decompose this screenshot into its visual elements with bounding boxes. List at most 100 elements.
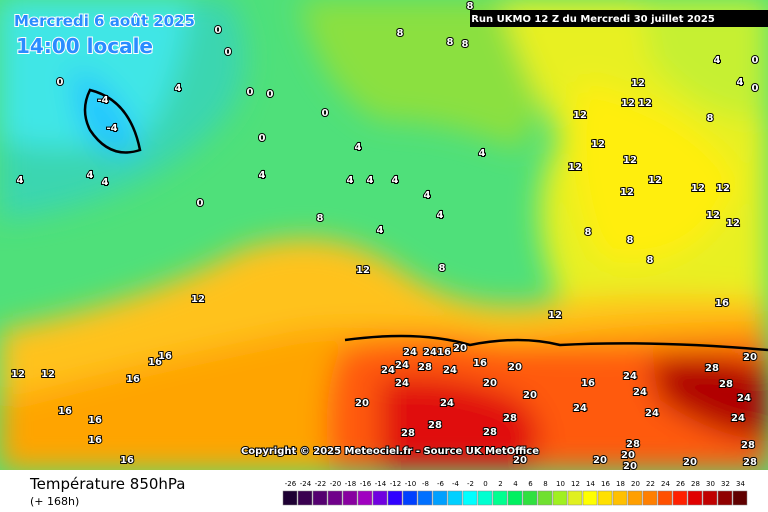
- scale-swatch: [477, 490, 493, 506]
- contour-label: 4: [87, 170, 94, 181]
- contour-label: 12: [638, 98, 652, 109]
- contour-label: 16: [120, 455, 134, 466]
- contour-label: 20: [483, 378, 497, 389]
- contour-label: 4: [347, 175, 354, 186]
- contour-label: 28: [626, 439, 640, 450]
- scale-label: -14: [375, 480, 387, 488]
- contour-label: 8: [447, 37, 454, 48]
- scale-label: 34: [736, 480, 745, 488]
- contour-label: 12: [648, 175, 662, 186]
- contour-label: 16: [437, 347, 451, 358]
- contour-label: 0: [57, 77, 64, 88]
- contour-label: 4: [102, 177, 109, 188]
- scale-label: 20: [631, 480, 640, 488]
- contour-label: 0: [752, 83, 759, 94]
- scale-swatch: [402, 490, 418, 506]
- local-time: 14:00 locale: [16, 34, 153, 58]
- contour-label: 0: [247, 87, 254, 98]
- scale-label: 8: [543, 480, 547, 488]
- scale-swatch: [387, 490, 403, 506]
- contour-label: 4: [259, 170, 266, 181]
- contour-label: 28: [483, 427, 497, 438]
- contour-label: 28: [719, 379, 733, 390]
- contour-label: 12: [620, 187, 634, 198]
- lead-time: (+ 168h): [30, 495, 79, 508]
- scale-swatch: [447, 490, 463, 506]
- scale-swatch: [342, 490, 358, 506]
- contour-label: 24: [381, 365, 395, 376]
- contour-label: 16: [126, 374, 140, 385]
- scale-label: 22: [646, 480, 655, 488]
- scale-label: -22: [315, 480, 326, 488]
- run-banner: [470, 10, 768, 27]
- scale-swatch: [612, 490, 628, 506]
- contour-label: 24: [623, 371, 637, 382]
- scale-label: -26: [285, 480, 297, 488]
- scale-swatch: [537, 490, 553, 506]
- contour-label: 20: [355, 398, 369, 409]
- scale-label: 28: [691, 480, 700, 488]
- contour-label: 8: [462, 39, 469, 50]
- contour-label: 24: [395, 360, 409, 371]
- contour-label: 12: [591, 139, 605, 150]
- contour-label: 28: [741, 440, 755, 451]
- scale-swatch: [282, 490, 298, 506]
- contour-label: 24: [645, 408, 659, 419]
- scale-label: -20: [330, 480, 341, 488]
- contour-label: 16: [581, 378, 595, 389]
- scale-label: 14: [586, 480, 595, 488]
- scale-swatch: [492, 490, 508, 506]
- scale-swatch: [327, 490, 343, 506]
- contour-label: 20: [523, 390, 537, 401]
- contour-label: 0: [215, 25, 222, 36]
- scale-swatch: [642, 490, 658, 506]
- run-info: Run UKMO 12 Z du Mercredi 30 juillet 202…: [471, 14, 715, 25]
- scale-swatch: [627, 490, 643, 506]
- contour-label: 4: [737, 77, 744, 88]
- scale-swatch: [417, 490, 433, 506]
- contour-label: 12: [621, 98, 635, 109]
- contour-label: 4: [367, 175, 374, 186]
- contour-label: 20: [623, 461, 637, 472]
- contour-label: 4: [714, 55, 721, 66]
- scale-label: 24: [661, 480, 670, 488]
- scale-label: 0: [483, 480, 487, 488]
- contour-label: -4: [97, 95, 108, 106]
- scale-label: 2: [498, 480, 502, 488]
- contour-label: 20: [743, 352, 757, 363]
- contour-label: 8: [439, 263, 446, 274]
- scale-label: -16: [360, 480, 372, 488]
- contour-label: 8: [467, 1, 474, 12]
- contour-label: 20: [621, 450, 635, 461]
- contour-label: 8: [647, 255, 654, 266]
- color-scale: -26 -24 -22 -20 -18 -16 -14 -12 -10 -8 -6 -4 -2 0 2 4 6 8…: [282, 480, 748, 506]
- contour-label: 16: [158, 351, 172, 362]
- contour-label: 16: [88, 415, 102, 426]
- contour-label: 16: [88, 435, 102, 446]
- contour-label: 12: [41, 369, 55, 380]
- contour-label: 12: [356, 265, 370, 276]
- scale-swatch: [297, 490, 313, 506]
- contour-label: 4: [175, 83, 182, 94]
- scale-swatch: [717, 490, 733, 506]
- contour-label: 24: [403, 347, 417, 358]
- contour-label: 0: [225, 47, 232, 58]
- contour-label: 0: [267, 89, 274, 100]
- contour-label: 4: [437, 210, 444, 221]
- contour-label: 12: [573, 110, 587, 121]
- scale-swatch: [432, 490, 448, 506]
- contour-label: 8: [627, 235, 634, 246]
- contour-label: 24: [443, 365, 457, 376]
- contour-label: 12: [706, 210, 720, 221]
- contour-label: 20: [453, 343, 467, 354]
- scale-label: -10: [405, 480, 416, 488]
- contour-label: 12: [691, 183, 705, 194]
- contour-label: 12: [623, 155, 637, 166]
- contour-label: 0: [197, 198, 204, 209]
- contour-label: 16: [473, 358, 487, 369]
- contour-label: 12: [568, 162, 582, 173]
- scale-label: 6: [528, 480, 533, 488]
- scale-swatch: [522, 490, 538, 506]
- contour-label: 4: [377, 225, 384, 236]
